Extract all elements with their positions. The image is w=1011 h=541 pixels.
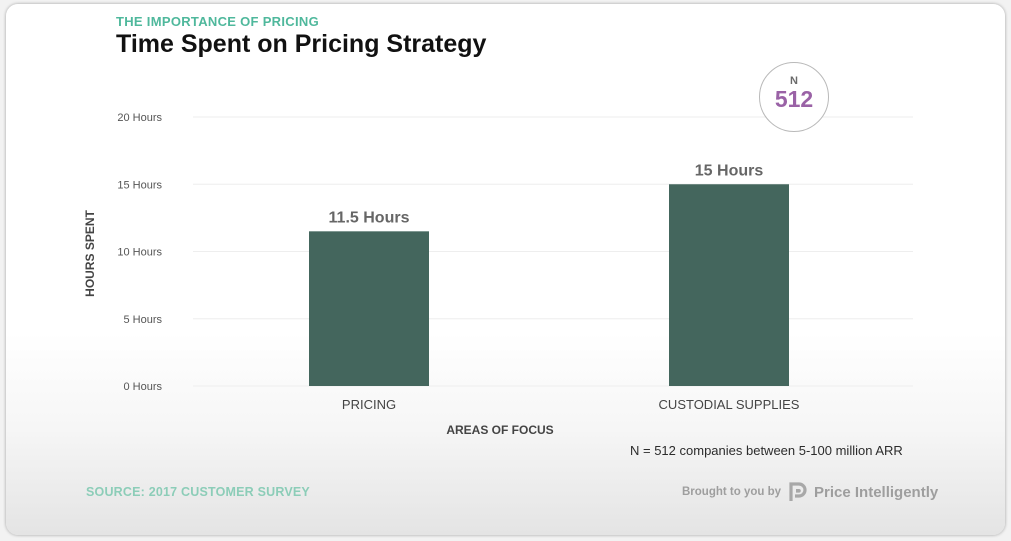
sample-note: N = 512 companies between 5-100 million … (630, 443, 903, 458)
brand-name: Price Intelligently (814, 483, 939, 501)
x-axis-title: AREAS OF FOCUS (446, 423, 553, 437)
sample-size-label: N (790, 75, 798, 87)
bar-data-label: 11.5 Hours (329, 209, 410, 226)
brand-credit: Brought to you by Price Intelligently (682, 480, 938, 504)
y-tick-label: 20 Hours (117, 112, 162, 124)
slide-title: Time Spent on Pricing Strategy (116, 30, 487, 58)
y-tick-label: 0 Hours (123, 381, 162, 393)
bar (309, 231, 429, 386)
y-axis-title: HOURS SPENT (83, 209, 97, 296)
slide-kicker: THE IMPORTANCE OF PRICING (116, 14, 319, 29)
x-tick-label: PRICING (342, 397, 396, 412)
sample-size-badge: N 512 (759, 62, 829, 132)
source-citation: SOURCE: 2017 CUSTOMER SURVEY (86, 485, 310, 499)
sample-size-value: 512 (774, 86, 814, 112)
y-tick-label: 10 Hours (117, 247, 162, 259)
bar (669, 184, 789, 386)
brought-by-text: Brought to you by (682, 486, 782, 498)
y-tick-label: 5 Hours (123, 314, 162, 326)
bar-data-label: 15 Hours (695, 162, 764, 179)
y-tick-label: 15 Hours (117, 179, 162, 191)
price-intelligently-logo-icon (789, 482, 807, 501)
bar-chart: 0 Hours 5 Hours 10 Hours 15 Hours 20 Hours HO… (83, 112, 913, 437)
slide-frame: THE IMPORTANCE OF PRICING Time Spent on … (6, 4, 1005, 535)
x-tick-label: CUSTODIAL SUPPLIES (659, 397, 800, 412)
